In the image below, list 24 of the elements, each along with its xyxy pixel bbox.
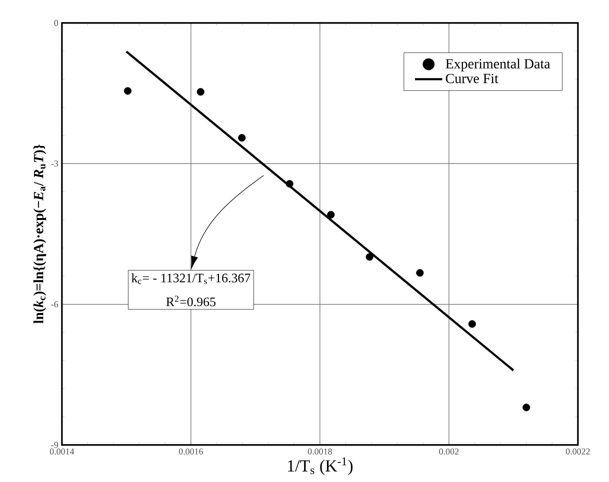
x-axis-title: 1/T$_{s}$ (K$^{-1}$) xyxy=(288,457,353,476)
x-tick-label: 0.0014 xyxy=(50,448,74,455)
x-tick-label: 0.0016 xyxy=(178,448,203,455)
point xyxy=(366,253,374,261)
point xyxy=(416,269,424,277)
legend-label: Curve Fit xyxy=(446,74,498,84)
point xyxy=(522,404,530,412)
point xyxy=(327,210,335,219)
annotation: k$_{c}$= - 11321/T$_{s}$+16.367 xyxy=(131,273,250,284)
text: ln(k$_{c}$)=ln{(ηA)·exp(−E$_{a}$/ R$_{u}$T)} xyxy=(33,144,46,324)
legend-label: Experimental Data xyxy=(446,58,550,72)
y-tick-label: -9 xyxy=(51,442,58,448)
y-tick-label: 0 xyxy=(54,20,58,26)
y-tick-label: -6 xyxy=(51,301,58,308)
point xyxy=(468,320,476,328)
x-tick-label: 0.0018 xyxy=(308,448,332,455)
point xyxy=(124,87,132,95)
x-tick-label: 0.002 xyxy=(439,448,459,455)
point xyxy=(286,180,294,188)
y-tick-label: -3 xyxy=(51,160,58,167)
x-tick-label: 0.0022 xyxy=(566,448,590,455)
point xyxy=(196,88,204,96)
point xyxy=(238,134,246,142)
annotation: R$^{2}$=0.965 xyxy=(166,296,216,306)
